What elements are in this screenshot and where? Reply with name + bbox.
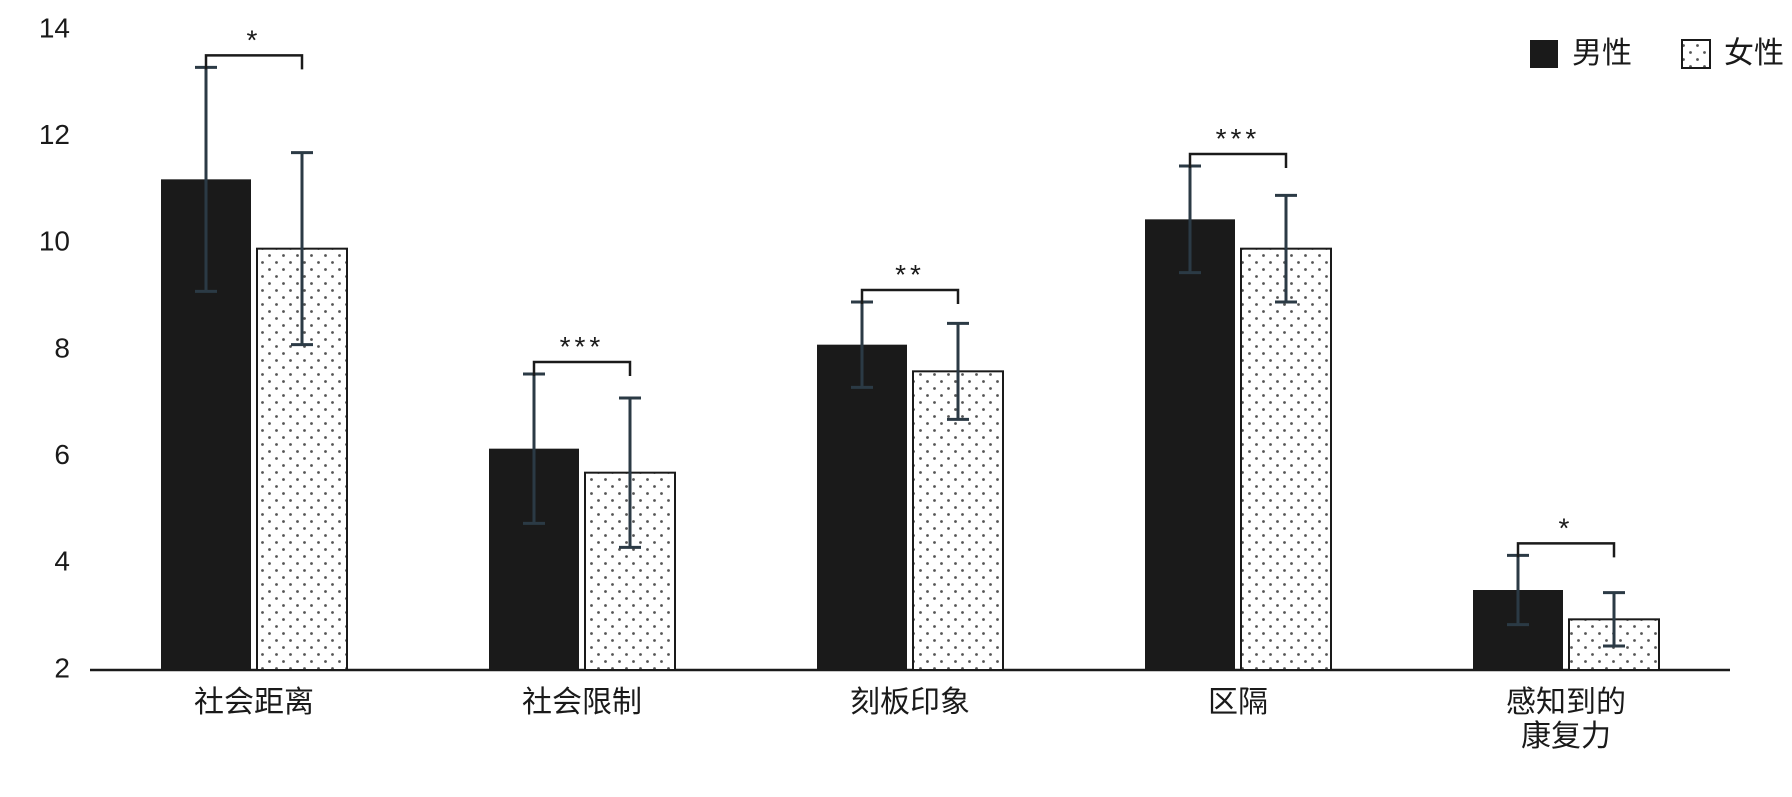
legend-swatch-female [1682, 40, 1710, 68]
significance-bracket [206, 55, 302, 69]
x-category-label: 社会限制 [522, 686, 642, 719]
legend-item: 女性 [1682, 37, 1784, 70]
y-tick-label: 4 [54, 546, 70, 577]
x-category-label: 社会距离 [194, 686, 314, 719]
significance-label: *** [1216, 123, 1261, 154]
significance-label: ** [895, 259, 925, 290]
y-tick-label: 14 [39, 12, 70, 43]
legend-label: 女性 [1724, 37, 1784, 70]
legend-label: 男性 [1572, 37, 1632, 70]
significance-label: * [247, 24, 262, 55]
y-tick-label: 10 [39, 226, 70, 257]
y-tick-label: 8 [54, 332, 70, 363]
significance-bracket [862, 290, 958, 304]
legend-item: 男性 [1530, 37, 1632, 70]
grouped-bar-chart: 2 4 6 8 10 12 14 * 社会距离 *** 社会限制 ** 刻板印象 *** 区隔 * 感知到的康复… [0, 0, 1792, 797]
bar-male [1145, 219, 1235, 670]
y-tick-label: 6 [54, 439, 70, 470]
significance-label: * [1559, 512, 1574, 543]
y-tick-label: 12 [39, 119, 70, 150]
significance-bracket [1190, 154, 1286, 168]
x-category-label: 感知到的 [1506, 686, 1626, 719]
significance-bracket [534, 362, 630, 376]
y-tick-label: 2 [54, 652, 70, 683]
legend-swatch-male [1530, 40, 1558, 68]
bar-female [1241, 249, 1331, 670]
significance-label: *** [560, 331, 605, 362]
x-category-label: 康复力 [1521, 720, 1611, 753]
bar-male [817, 345, 907, 670]
x-category-label: 刻板印象 [850, 686, 970, 719]
significance-bracket [1518, 543, 1614, 557]
x-category-label: 区隔 [1208, 686, 1268, 719]
